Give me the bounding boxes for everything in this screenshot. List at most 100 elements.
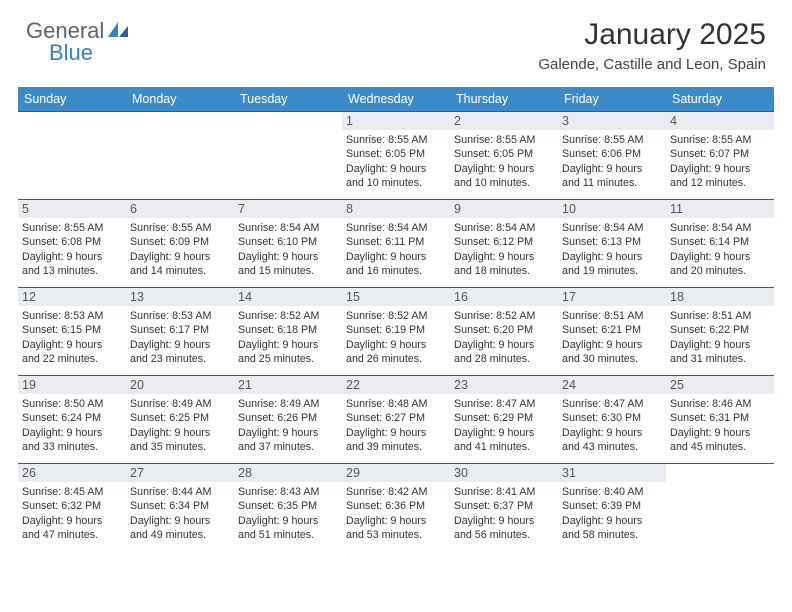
day-info: Sunrise: 8:51 AMSunset: 6:22 PMDaylight:…: [670, 309, 770, 367]
day-number: 23: [450, 376, 558, 394]
week-row: 19 Sunrise: 8:50 AMSunset: 6:24 PMDayligh…: [18, 376, 774, 464]
day-9: 9Sunrise: 8:54 AMSunset: 6:12 PMDaylight…: [450, 200, 558, 288]
day-number: 4: [666, 112, 774, 130]
day-number: 17: [558, 288, 666, 306]
day-info: Sunrise: 8:54 AMSunset: 6:10 PMDaylight:…: [238, 221, 338, 279]
day-30: 30Sunrise: 8:41 AMSunset: 6:37 PMDayligh…: [450, 464, 558, 552]
dow-friday: Friday: [558, 87, 666, 112]
day-info: Sunrise: 8:49 AMSunset: 6:26 PMDaylight:…: [238, 397, 338, 455]
day-info: Sunrise: 8:48 AMSunset: 6:27 PMDaylight:…: [346, 397, 446, 455]
empty-cell: [126, 112, 234, 200]
day-23: 23 Sunrise: 8:47 AMSunset: 6:29 PMDayligh…: [450, 376, 558, 464]
day-number: 5: [18, 200, 126, 218]
dow-tuesday: Tuesday: [234, 87, 342, 112]
day-3: 3 Sunrise: 8:55 AMSunset: 6:06 PMDaylight…: [558, 112, 666, 200]
day-info: Sunrise: 8:52 AMSunset: 6:19 PMDaylight:…: [346, 309, 446, 367]
day-info: Sunrise: 8:55 AMSunset: 6:06 PMDaylight:…: [562, 133, 662, 191]
day-13: 13Sunrise: 8:53 AMSunset: 6:17 PMDayligh…: [126, 288, 234, 376]
empty-cell: [234, 112, 342, 200]
day-info: Sunrise: 8:55 AMSunset: 6:07 PMDaylight:…: [670, 133, 770, 191]
day-29: 29 Sunrise: 8:42 AMSunset: 6:36 PMDayligh…: [342, 464, 450, 552]
day-info: Sunrise: 8:55 AMSunset: 6:09 PMDaylight:…: [130, 221, 230, 279]
dow-wednesday: Wednesday: [342, 87, 450, 112]
day-info: Sunrise: 8:46 AMSunset: 6:31 PMDaylight:…: [670, 397, 770, 455]
brand-part2: Blue: [49, 40, 93, 66]
day-number: 2: [450, 112, 558, 130]
day-18: 18 Sunrise: 8:51 AMSunset: 6:22 PMDayligh…: [666, 288, 774, 376]
day-info: Sunrise: 8:43 AMSunset: 6:35 PMDaylight:…: [238, 485, 338, 543]
day-28: 28Sunrise: 8:43 AMSunset: 6:35 PMDayligh…: [234, 464, 342, 552]
day-info: Sunrise: 8:53 AMSunset: 6:15 PMDaylight:…: [22, 309, 122, 367]
day-27: 27Sunrise: 8:44 AMSunset: 6:34 PMDayligh…: [126, 464, 234, 552]
dow-monday: Monday: [126, 87, 234, 112]
day-19: 19 Sunrise: 8:50 AMSunset: 6:24 PMDayligh…: [18, 376, 126, 464]
week-row: 1Sunrise: 8:55 AMSunset: 6:05 PMDaylight…: [18, 112, 774, 200]
day-info: Sunrise: 8:49 AMSunset: 6:25 PMDaylight:…: [130, 397, 230, 455]
day-1: 1 Sunrise: 8:55 AMSunset: 6:05 PMDaylight…: [342, 112, 450, 200]
day-number: 11: [666, 200, 774, 218]
day-number: 15: [342, 288, 450, 306]
day-2: 2 Sunrise: 8:55 AMSunset: 6:05 PMDaylight…: [450, 112, 558, 200]
empty-cell: [18, 112, 126, 200]
day-info: Sunrise: 8:53 AMSunset: 6:17 PMDaylight:…: [130, 309, 230, 367]
day-number: 7: [234, 200, 342, 218]
day-number: 14: [234, 288, 342, 306]
day-31: 31Sunrise: 8:40 AMSunset: 6:39 PMDayligh…: [558, 464, 666, 552]
day-number: 6: [126, 200, 234, 218]
brand-sail-icon: [108, 20, 130, 43]
day-21: 21 Sunrise: 8:49 AMSunset: 6:26 PMDayligh…: [234, 376, 342, 464]
location: Galende, Castille and Leon, Spain: [538, 56, 766, 73]
day-number: 24: [558, 376, 666, 394]
day-number: 26: [18, 464, 126, 482]
week-row: 5 Sunrise: 8:55 AMSunset: 6:08 PMDaylight…: [18, 200, 774, 288]
day-info: Sunrise: 8:52 AMSunset: 6:20 PMDaylight:…: [454, 309, 554, 367]
day-number: 21: [234, 376, 342, 394]
day-number: 18: [666, 288, 774, 306]
day-4: 4 Sunrise: 8:55 AMSunset: 6:07 PMDaylight…: [666, 112, 774, 200]
day-info: Sunrise: 8:54 AMSunset: 6:14 PMDaylight:…: [670, 221, 770, 279]
day-number: 20: [126, 376, 234, 394]
day-number: 29: [342, 464, 450, 482]
calendar-body: 1Sunrise: 8:55 AMSunset: 6:05 PMDaylight…: [18, 112, 774, 552]
day-8: 8 Sunrise: 8:54 AMSunset: 6:11 PMDaylight…: [342, 200, 450, 288]
days-of-week-row: SundayMondayTuesdayWednesdayThursdayFrid…: [18, 87, 774, 112]
day-info: Sunrise: 8:55 AMSunset: 6:08 PMDaylight:…: [22, 221, 122, 279]
day-info: Sunrise: 8:55 AMSunset: 6:05 PMDaylight:…: [454, 133, 554, 191]
day-15: 15 Sunrise: 8:52 AMSunset: 6:19 PMDayligh…: [342, 288, 450, 376]
day-info: Sunrise: 8:54 AMSunset: 6:11 PMDaylight:…: [346, 221, 446, 279]
day-16: 16Sunrise: 8:52 AMSunset: 6:20 PMDayligh…: [450, 288, 558, 376]
day-number: 9: [450, 200, 558, 218]
day-info: Sunrise: 8:52 AMSunset: 6:18 PMDaylight:…: [238, 309, 338, 367]
day-info: Sunrise: 8:55 AMSunset: 6:05 PMDaylight:…: [346, 133, 446, 191]
day-10: 10 Sunrise: 8:54 AMSunset: 6:13 PMDayligh…: [558, 200, 666, 288]
day-11: 11 Sunrise: 8:54 AMSunset: 6:14 PMDayligh…: [666, 200, 774, 288]
day-info: Sunrise: 8:42 AMSunset: 6:36 PMDaylight:…: [346, 485, 446, 543]
day-14: 14 Sunrise: 8:52 AMSunset: 6:18 PMDayligh…: [234, 288, 342, 376]
day-number: 27: [126, 464, 234, 482]
day-5: 5 Sunrise: 8:55 AMSunset: 6:08 PMDaylight…: [18, 200, 126, 288]
day-info: Sunrise: 8:54 AMSunset: 6:13 PMDaylight:…: [562, 221, 662, 279]
day-6: 6 Sunrise: 8:55 AMSunset: 6:09 PMDaylight…: [126, 200, 234, 288]
day-12: 12Sunrise: 8:53 AMSunset: 6:15 PMDayligh…: [18, 288, 126, 376]
day-24: 24Sunrise: 8:47 AMSunset: 6:30 PMDayligh…: [558, 376, 666, 464]
day-info: Sunrise: 8:51 AMSunset: 6:21 PMDaylight:…: [562, 309, 662, 367]
day-number: 8: [342, 200, 450, 218]
day-26: 26 Sunrise: 8:45 AMSunset: 6:32 PMDayligh…: [18, 464, 126, 552]
day-number: 1: [342, 112, 450, 130]
day-info: Sunrise: 8:41 AMSunset: 6:37 PMDaylight:…: [454, 485, 554, 543]
brand-logo: General Blue: [26, 18, 130, 44]
day-number: 3: [558, 112, 666, 130]
dow-thursday: Thursday: [450, 87, 558, 112]
day-17: 17 Sunrise: 8:51 AMSunset: 6:21 PMDayligh…: [558, 288, 666, 376]
header: General Blue January 2025 Galende, Casti…: [0, 0, 792, 79]
day-number: 19: [18, 376, 126, 394]
day-info: Sunrise: 8:50 AMSunset: 6:24 PMDaylight:…: [22, 397, 122, 455]
day-info: Sunrise: 8:45 AMSunset: 6:32 PMDaylight:…: [22, 485, 122, 543]
day-info: Sunrise: 8:47 AMSunset: 6:29 PMDaylight:…: [454, 397, 554, 455]
day-number: 10: [558, 200, 666, 218]
empty-cell: [666, 464, 774, 552]
day-22: 22 Sunrise: 8:48 AMSunset: 6:27 PMDayligh…: [342, 376, 450, 464]
month-title: January 2025: [538, 18, 766, 52]
title-block: January 2025 Galende, Castille and Leon,…: [538, 18, 766, 73]
day-number: 22: [342, 376, 450, 394]
